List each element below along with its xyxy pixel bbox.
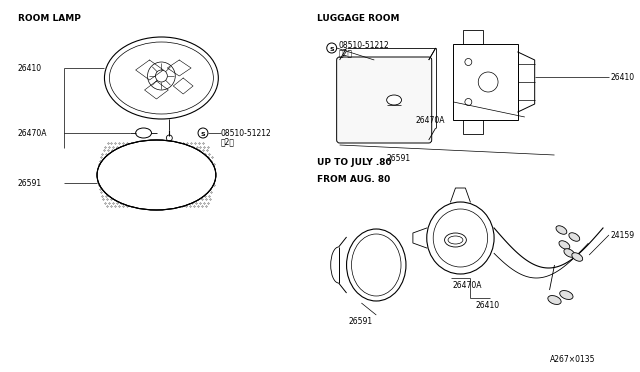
Ellipse shape [97, 140, 216, 210]
Text: S: S [330, 47, 334, 52]
Text: A267×0135: A267×0135 [550, 355, 595, 364]
Text: 26591: 26591 [386, 154, 410, 163]
Text: UP TO JULY .80: UP TO JULY .80 [317, 158, 392, 167]
Ellipse shape [104, 37, 218, 119]
Text: 26470A: 26470A [18, 128, 47, 138]
Ellipse shape [564, 249, 575, 257]
Text: 08510-51212: 08510-51212 [339, 41, 389, 49]
Ellipse shape [387, 95, 401, 105]
Bar [132, 96, 141, 101]
Text: 08510-51212: 08510-51212 [221, 128, 271, 138]
Bar [463, 120, 483, 134]
Ellipse shape [427, 202, 494, 274]
Ellipse shape [559, 241, 570, 249]
Text: （2）: （2） [221, 138, 235, 147]
Text: ROOM LAMP: ROOM LAMP [18, 14, 81, 23]
FancyBboxPatch shape [337, 57, 432, 143]
Bar [454, 44, 518, 120]
Text: 26410: 26410 [476, 301, 499, 310]
Text: S: S [201, 132, 205, 137]
Ellipse shape [548, 295, 561, 304]
Text: 26591: 26591 [18, 179, 42, 187]
Ellipse shape [572, 253, 582, 261]
Text: 24159: 24159 [611, 231, 635, 240]
Ellipse shape [560, 291, 573, 299]
Text: 26470A: 26470A [416, 115, 445, 125]
Text: 26410: 26410 [611, 73, 635, 81]
Bar [463, 30, 483, 44]
Ellipse shape [136, 128, 152, 138]
Ellipse shape [556, 226, 567, 234]
Text: 26470A: 26470A [452, 281, 482, 290]
Ellipse shape [569, 233, 580, 241]
Text: 26591: 26591 [349, 317, 372, 326]
Text: LUGGAGE ROOM: LUGGAGE ROOM [317, 14, 399, 23]
Bar [187, 96, 195, 101]
Bar [167, 96, 175, 101]
Text: 26410: 26410 [18, 64, 42, 73]
Ellipse shape [346, 229, 406, 301]
Text: FROM AUG. 80: FROM AUG. 80 [317, 175, 390, 184]
Text: （2）: （2） [339, 48, 353, 58]
